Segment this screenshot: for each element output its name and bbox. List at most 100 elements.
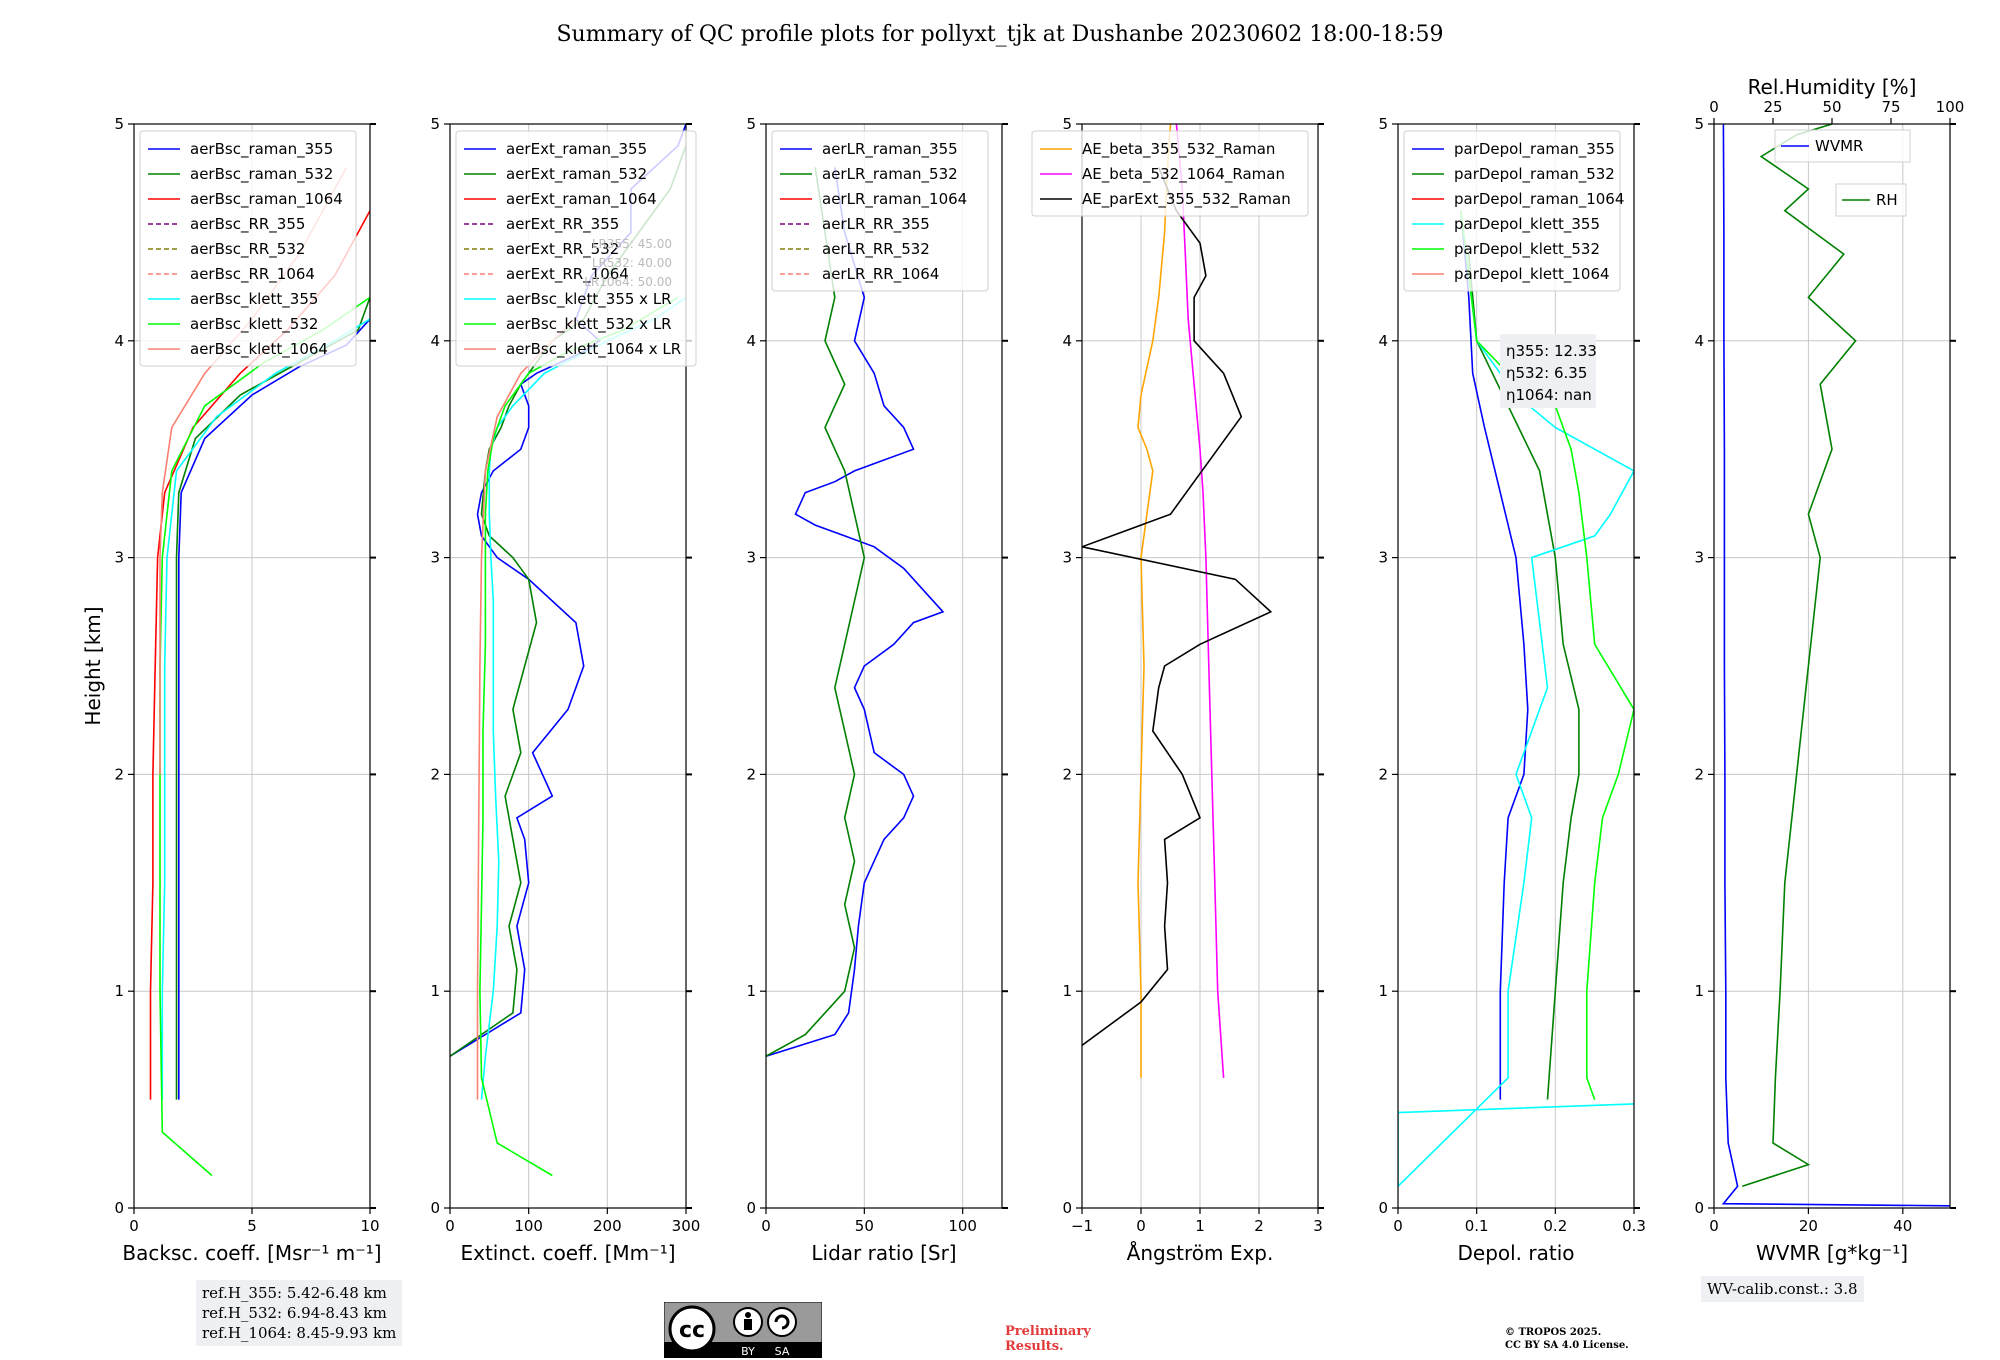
legend-label-aerbsc-raman-355: aerBsc_raman_355 bbox=[190, 140, 333, 159]
legend-label-aerext-rr-532: aerExt_RR_532 bbox=[506, 240, 619, 259]
y-tick-label: 3 bbox=[430, 549, 440, 567]
y-tick-label: 5 bbox=[1062, 115, 1072, 133]
legend-label-pardepol-raman-532: parDepol_raman_532 bbox=[1454, 165, 1615, 184]
x-tick-label: 50 bbox=[855, 1217, 874, 1235]
x2-tick-label: 75 bbox=[1881, 98, 1900, 116]
series-line-aerbsc-klett-355 bbox=[161, 318, 370, 1100]
y-tick-label: 3 bbox=[746, 549, 756, 567]
legend-box bbox=[1031, 130, 1309, 217]
panel-3: 0 50 100 0 1 2 3 4 5 Lidar ratio [Sr] aerLR_raman_… bbox=[746, 115, 1008, 1265]
y-tick-label: 5 bbox=[1378, 115, 1388, 133]
y-tick-label: 4 bbox=[114, 332, 124, 350]
annotation-box bbox=[1500, 334, 1596, 408]
legend-box bbox=[771, 130, 989, 292]
legend-label-aerbsc-rr-1064: aerBsc_RR_1064 bbox=[190, 265, 315, 284]
x-tick-label: 0.2 bbox=[1543, 1217, 1567, 1235]
series-line-wvmr bbox=[1721, 124, 1950, 1207]
legend-label-pardepol-raman-355: parDepol_raman_355 bbox=[1454, 140, 1615, 159]
legend-label-aerext-raman-532: aerExt_raman_532 bbox=[506, 165, 647, 184]
x-tick-label: 100 bbox=[514, 1217, 543, 1235]
ref-height-355: ref.H_355: 5.42-6.48 km bbox=[202, 1284, 387, 1302]
legend-label-pardepol-klett-1064: parDepol_klett_1064 bbox=[1454, 265, 1610, 284]
y-tick-label: 1 bbox=[114, 982, 124, 1000]
preliminary-line-2: Results. bbox=[1005, 1339, 1064, 1354]
y-tick-label: 1 bbox=[746, 982, 756, 1000]
annotation-line: η532: 6.35 bbox=[1506, 364, 1587, 382]
y-tick-label: 0 bbox=[746, 1199, 756, 1217]
x-tick-label: 300 bbox=[672, 1217, 701, 1235]
y-tick-label: 5 bbox=[1694, 115, 1704, 133]
plot-frame bbox=[1713, 123, 1951, 1209]
legend-label-aerbsc-klett-355: aerBsc_klett_355 bbox=[190, 290, 318, 309]
legend-label-aerbsc-raman-532: aerBsc_raman_532 bbox=[190, 165, 333, 184]
legend-label-ae-beta-355-532-raman: AE_beta_355_532_Raman bbox=[1082, 140, 1275, 159]
series-group bbox=[766, 167, 945, 1057]
x-tick-label: 40 bbox=[1893, 1217, 1912, 1235]
series-group bbox=[1721, 124, 1950, 1207]
y-tick-label: 3 bbox=[1378, 549, 1388, 567]
y-tick-label: 2 bbox=[1062, 765, 1072, 783]
y-tick-label: 3 bbox=[1062, 549, 1072, 567]
x-tick-label: 0 bbox=[1136, 1217, 1146, 1235]
y-tick-label: 5 bbox=[430, 115, 440, 133]
series-line-ae-beta-532-1064-raman bbox=[1175, 124, 1225, 1078]
series-line-aerbsc-klett-355-x-lr bbox=[480, 296, 686, 1100]
y-tick-label: 1 bbox=[1062, 982, 1072, 1000]
legend-label-aerlr-rr-532: aerLR_RR_532 bbox=[822, 240, 930, 259]
legend-label-aerlr-rr-1064: aerLR_RR_1064 bbox=[822, 265, 939, 284]
legend-label-aerext-rr-355: aerExt_RR_355 bbox=[506, 215, 619, 234]
legend-label-aerlr-raman-1064: aerLR_raman_1064 bbox=[822, 190, 967, 209]
x-tick-label: 3 bbox=[1313, 1217, 1323, 1235]
y-tick-label: 4 bbox=[1062, 332, 1072, 350]
x2-tick-label: 0 bbox=[1709, 98, 1719, 116]
legend-label-pardepol-klett-532: parDepol_klett_532 bbox=[1454, 240, 1600, 259]
x-tick-label: 0 bbox=[445, 1217, 455, 1235]
series-line-pardepol-raman-355 bbox=[1460, 210, 1529, 1100]
cc-by-sa-badge: cc BY SA bbox=[664, 1302, 822, 1358]
x-axis-label: Ångström Exp. bbox=[1127, 1241, 1274, 1265]
x-axis-label: Lidar ratio [Sr] bbox=[811, 1241, 956, 1265]
legend-label-aerext-raman-1064: aerExt_raman_1064 bbox=[506, 190, 657, 209]
x-axis-label: Depol. ratio bbox=[1457, 1241, 1574, 1265]
y-tick-label: 5 bbox=[746, 115, 756, 133]
x-axis-label: Backsc. coeff. [Msr⁻¹ m⁻¹] bbox=[122, 1241, 381, 1265]
ref-height-1064: ref.H_1064: 8.45-9.93 km bbox=[202, 1324, 397, 1342]
y-tick-label: 2 bbox=[1378, 765, 1388, 783]
legend-label-aerbsc-raman-1064: aerBsc_raman_1064 bbox=[190, 190, 343, 209]
x2-tick-label: 50 bbox=[1822, 98, 1841, 116]
legend-label-wvmr: WVMR bbox=[1815, 137, 1863, 155]
x-tick-label: 1 bbox=[1195, 1217, 1205, 1235]
x-tick-label: 0 bbox=[1709, 1217, 1719, 1235]
legend-label-aerbsc-rr-532: aerBsc_RR_532 bbox=[190, 240, 305, 259]
x2-tick-label: 100 bbox=[1936, 98, 1965, 116]
overlay-text: LR1064: 50.00 bbox=[584, 275, 672, 289]
legend-label-ae-beta-532-1064-raman: AE_beta_532_1064_Raman bbox=[1082, 165, 1285, 184]
x-tick-label: 0 bbox=[1393, 1217, 1403, 1235]
y-tick-label: 0 bbox=[1378, 1199, 1388, 1217]
series-line-aerbsc-raman-532 bbox=[175, 297, 370, 1100]
panel-1: 0 5 10 0 1 2 3 4 5 Backsc. coeff. [Msr⁻¹ m⁻¹] aerB… bbox=[114, 115, 381, 1265]
x-tick-label: −1 bbox=[1071, 1217, 1093, 1235]
y-tick-label: 4 bbox=[746, 332, 756, 350]
annotation-line: η1064: nan bbox=[1506, 386, 1592, 404]
x-tick-label: 5 bbox=[247, 1217, 257, 1235]
y-tick-label: 2 bbox=[746, 765, 756, 783]
plot-frame bbox=[449, 123, 687, 1209]
series-group bbox=[1082, 124, 1273, 1078]
cc-icon bbox=[668, 1305, 716, 1353]
y-tick-label: 2 bbox=[1694, 765, 1704, 783]
legend-label-aerext-rr-1064: aerExt_RR_1064 bbox=[506, 265, 629, 284]
legend-box bbox=[1403, 130, 1621, 292]
y-tick-label: 4 bbox=[430, 332, 440, 350]
legend-label-pardepol-klett-355: parDepol_klett_355 bbox=[1454, 215, 1600, 234]
y-axis-label: Height [km] bbox=[81, 606, 105, 725]
y-tick-label: 0 bbox=[1694, 1199, 1704, 1217]
x-tick-label: 2 bbox=[1254, 1217, 1264, 1235]
legend-label-rh: RH bbox=[1876, 191, 1898, 209]
y-tick-label: 0 bbox=[114, 1199, 124, 1217]
reference-height-box: ref.H_355: 5.42-6.48 km ref.H_532: 6.94-… bbox=[196, 1280, 403, 1346]
y-tick-label: 3 bbox=[1694, 549, 1704, 567]
annotation-line: η355: 12.33 bbox=[1506, 342, 1597, 360]
cc-icon-label: cc bbox=[679, 1318, 705, 1343]
